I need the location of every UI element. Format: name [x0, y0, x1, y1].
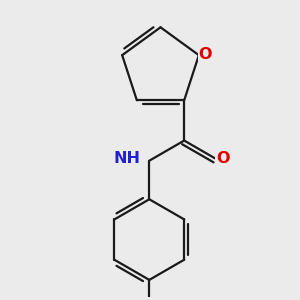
- Text: O: O: [216, 151, 230, 166]
- Text: O: O: [198, 47, 212, 62]
- Text: NH: NH: [113, 152, 140, 166]
